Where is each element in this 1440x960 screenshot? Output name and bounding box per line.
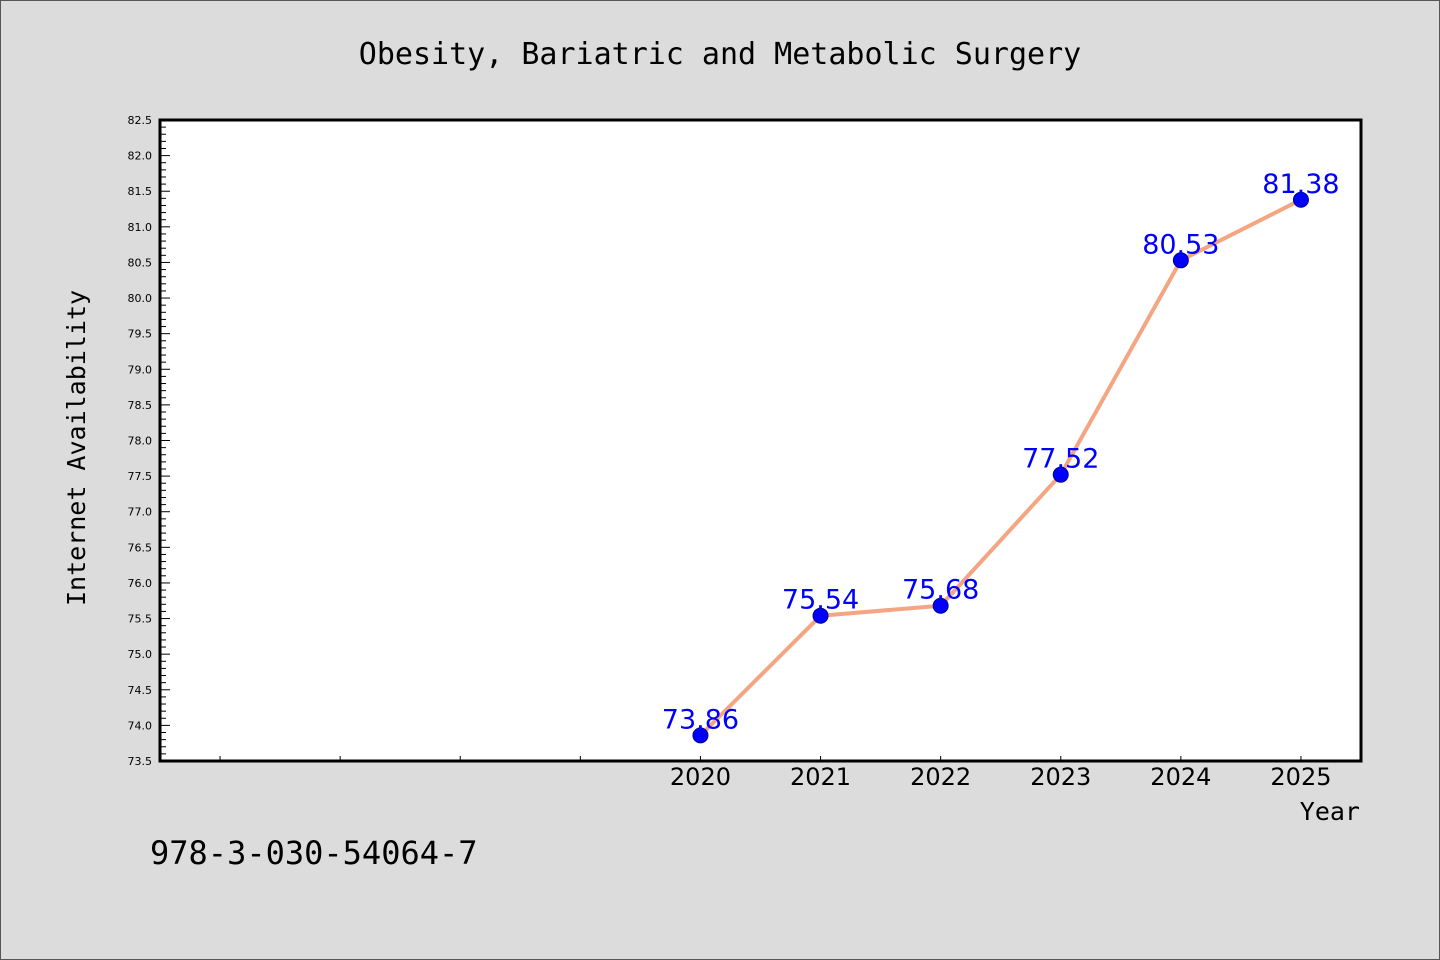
- data-label: 75.68: [902, 575, 979, 606]
- x-tick-label: 2021: [790, 763, 851, 791]
- data-label: 73.86: [662, 704, 739, 735]
- y-tick-label: 82.5: [128, 114, 153, 127]
- data-label: 75.54: [782, 585, 859, 616]
- data-point: [1052, 466, 1069, 483]
- x-tick-label: 2025: [1270, 763, 1331, 791]
- y-tick-label: 75.0: [128, 648, 153, 661]
- y-tick-label: 78.0: [128, 435, 153, 448]
- y-tick-label: 73.5: [128, 755, 153, 768]
- y-tick-label: 77.5: [128, 470, 153, 483]
- y-axis: 73.5 74.0 74.5 75.0 75.5 76.0 76.5 77.0 77.5 78.0…: [128, 114, 170, 768]
- y-tick-label: 78.5: [128, 399, 153, 412]
- x-tick-label: 2020: [670, 763, 731, 791]
- y-tick-label: 82.0: [128, 150, 153, 163]
- data-point: [1172, 252, 1189, 269]
- y-tick-label: 81.0: [128, 221, 153, 234]
- data-point: [812, 607, 829, 624]
- y-tick-label: 79.0: [128, 363, 153, 376]
- data-point: [1292, 191, 1309, 208]
- y-tick-label: 81.5: [128, 185, 153, 198]
- series-line: [698, 197, 1303, 738]
- x-tick-label: 2024: [1150, 763, 1211, 791]
- x-axis-label: Year: [1300, 797, 1360, 826]
- data-point: [692, 727, 709, 744]
- y-tick-label: 76.5: [128, 541, 153, 554]
- y-tick-label: 80.0: [128, 292, 153, 305]
- y-tick-label: 79.5: [128, 328, 153, 341]
- y-tick-label: 74.0: [128, 719, 153, 732]
- plot-area: [158, 118, 1363, 763]
- y-tick-label: 80.5: [128, 256, 153, 269]
- x-tick-label: 2023: [1030, 763, 1091, 791]
- x-tick-label: 2022: [910, 763, 971, 791]
- footnote-isbn: 978-3-030-54064-7: [150, 834, 478, 872]
- y-tick-label: 75.5: [128, 613, 153, 626]
- x-axis: 2020 2021 2022 2023 2024 2025: [219, 756, 1331, 791]
- chart-title: Obesity, Bariatric and Metabolic Surgery: [359, 37, 1081, 72]
- data-point: [932, 597, 949, 614]
- y-axis-label: Internet Availability: [62, 290, 91, 606]
- y-tick-label: 76.0: [128, 577, 153, 590]
- y-tick-label: 74.5: [128, 684, 153, 697]
- data-label: 81.38: [1262, 169, 1339, 200]
- y-tick-label: 77.0: [128, 506, 153, 519]
- data-label: 80.53: [1142, 229, 1219, 260]
- data-label: 77.52: [1022, 444, 1099, 475]
- series-layer: 73.86 75.54 75.68 77.52 80.53 81.38: [662, 169, 1340, 744]
